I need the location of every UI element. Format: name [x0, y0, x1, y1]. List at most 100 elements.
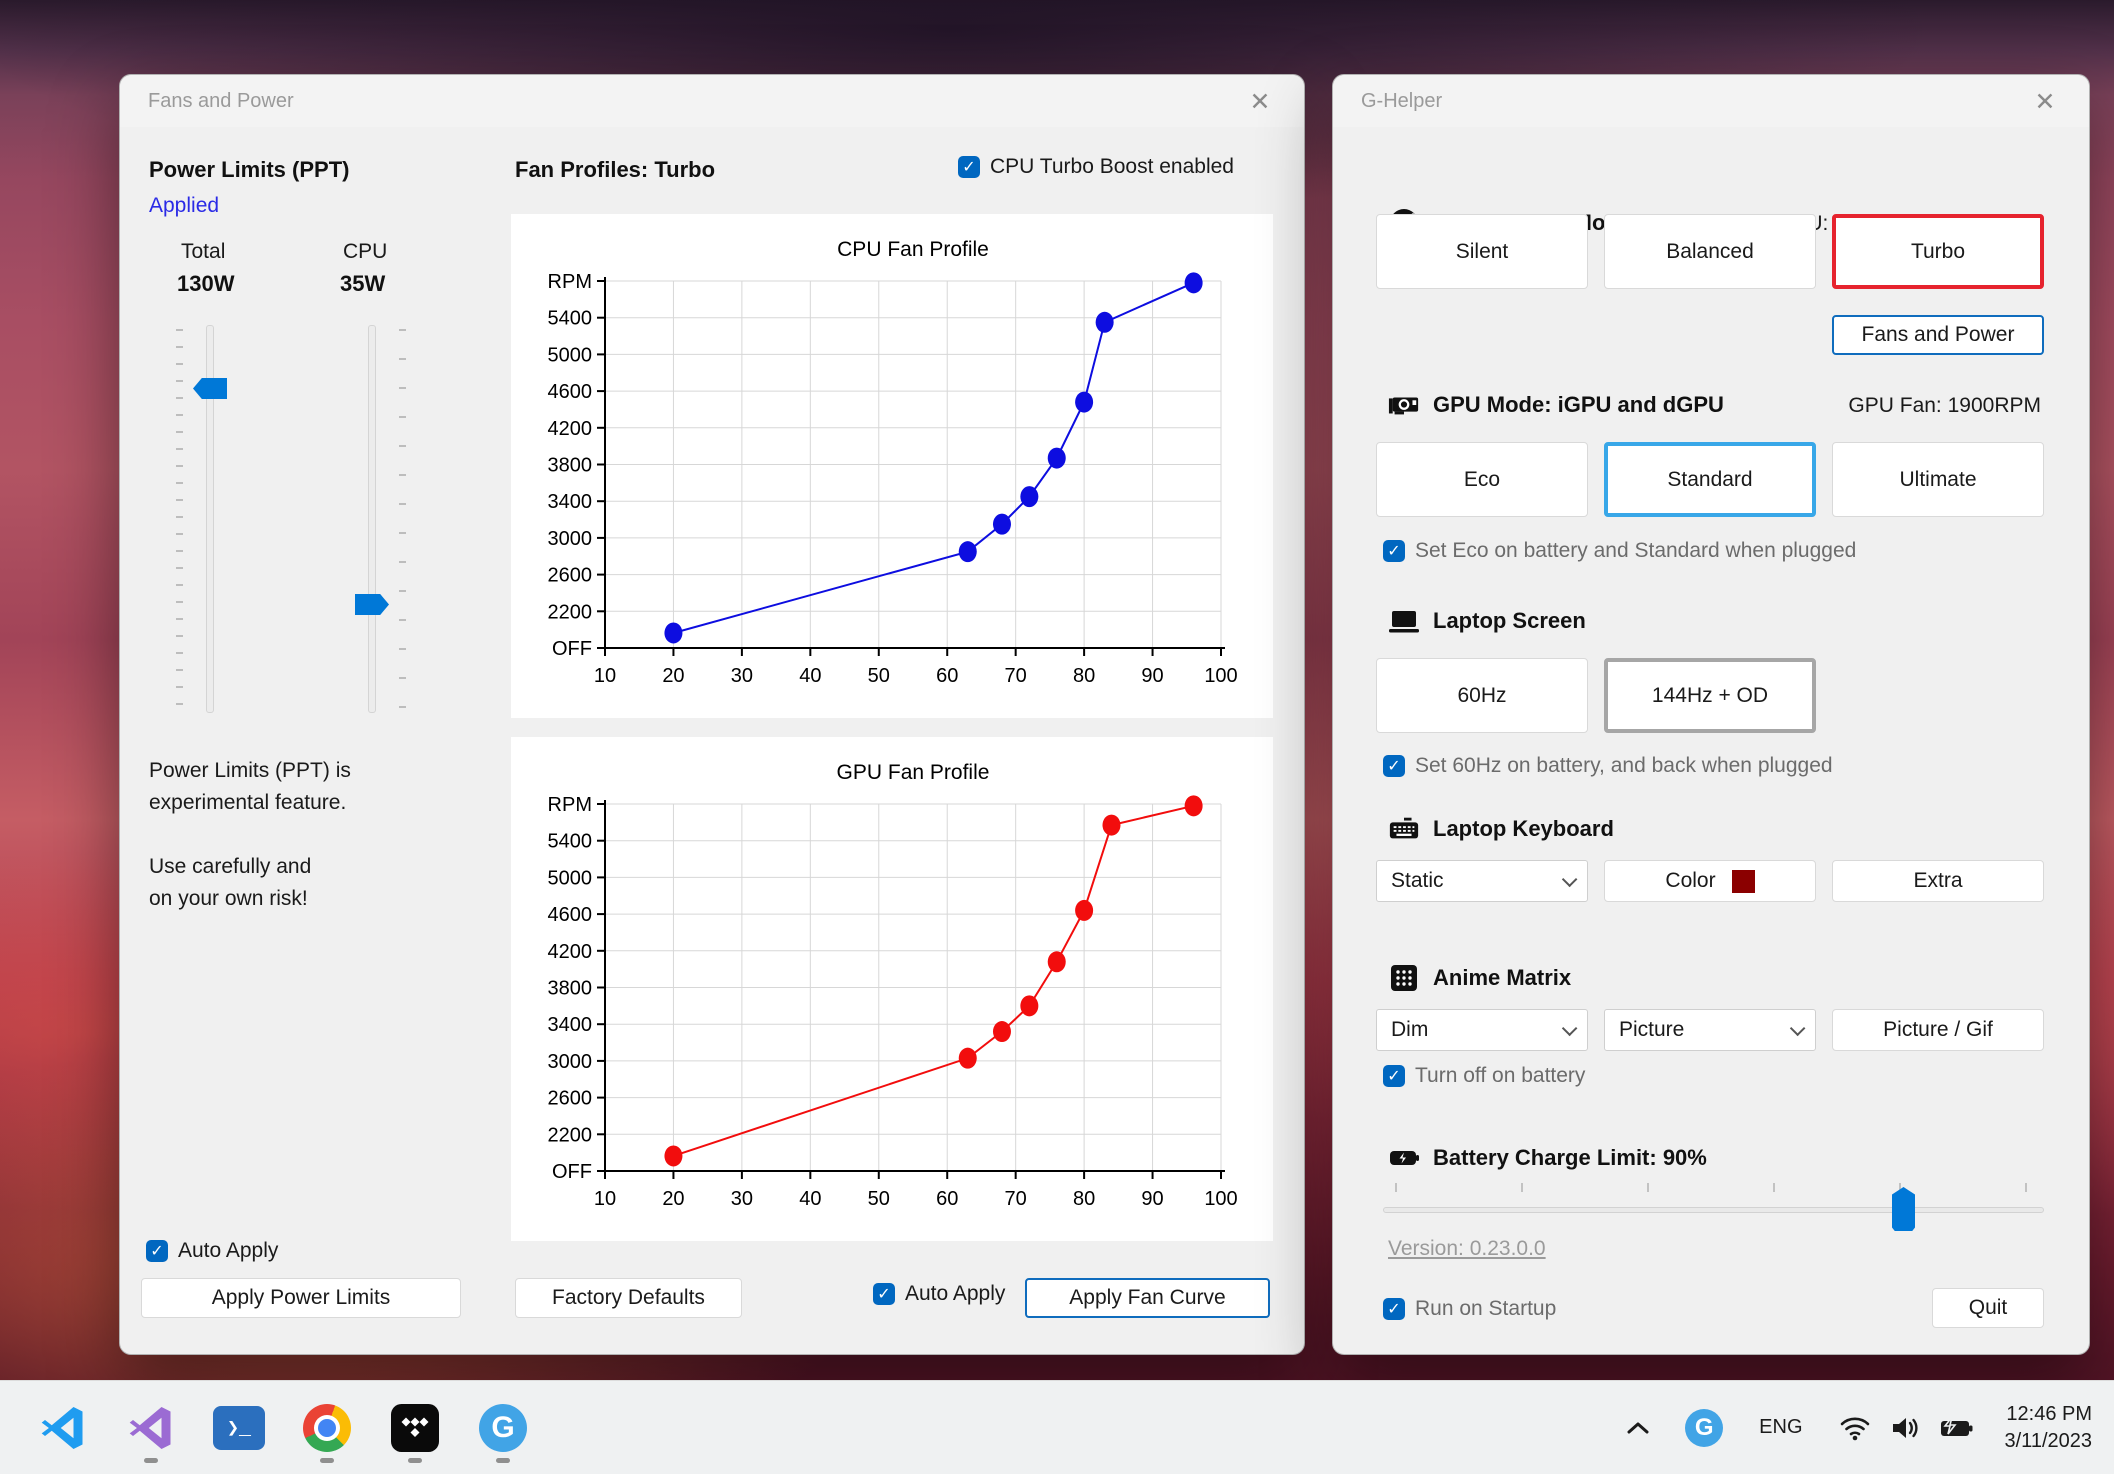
gpu-standard-button[interactable]: Standard: [1604, 442, 1816, 517]
mode-balanced-button[interactable]: Balanced: [1604, 214, 1816, 289]
anime-mode-dropdown[interactable]: Picture: [1604, 1009, 1816, 1051]
wifi-icon[interactable]: [1839, 1414, 1871, 1442]
run-on-startup-checkbox[interactable]: ✓: [1383, 1298, 1405, 1320]
chrome-icon[interactable]: [298, 1391, 356, 1465]
svg-text:30: 30: [731, 1188, 753, 1210]
fans-and-power-button[interactable]: Fans and Power: [1832, 315, 2044, 355]
quit-button[interactable]: Quit: [1932, 1288, 2044, 1328]
battery-limit-heading: Battery Charge Limit: 90%: [1433, 1145, 1707, 1170]
tidal-icon[interactable]: [386, 1391, 444, 1465]
fan-auto-apply-checkbox[interactable]: ✓: [873, 1283, 895, 1305]
run-on-startup-label: Run on Startup: [1415, 1297, 1557, 1320]
tray-chevron-up-icon[interactable]: [1625, 1419, 1651, 1437]
tray-clock[interactable]: 12:46 PM 3/11/2023: [2005, 1401, 2093, 1455]
svg-text:3000: 3000: [548, 1051, 593, 1073]
svg-text:2600: 2600: [548, 565, 593, 587]
vscode-icon[interactable]: [34, 1391, 92, 1465]
ghelper-titlebar[interactable]: G-Helper ✕: [1333, 75, 2089, 127]
version-link[interactable]: Version: 0.23.0.0: [1388, 1237, 1546, 1260]
power-limits-warning-1: Power Limits (PPT) is experimental featu…: [149, 759, 351, 814]
svg-text:GPU Fan Profile: GPU Fan Profile: [837, 761, 990, 784]
svg-text:2200: 2200: [548, 1124, 593, 1146]
anime-battery-label: Turn off on battery: [1415, 1064, 1586, 1087]
gpu-fan-curve-chart[interactable]: OFF 2200 2600 3000 3400 3800 4200 4600 5000 5400 R…: [511, 737, 1273, 1241]
factory-defaults-button[interactable]: Factory Defaults: [515, 1278, 742, 1318]
chevron-down-icon: [1561, 871, 1578, 887]
gpu-ultimate-button[interactable]: Ultimate: [1832, 442, 2044, 517]
fans-window-titlebar[interactable]: Fans and Power ✕: [120, 75, 1304, 127]
visual-studio-icon[interactable]: [122, 1391, 180, 1465]
battery-limit-header: Battery Charge Limit: 90%: [1388, 1142, 1707, 1174]
svg-text:40: 40: [799, 665, 821, 687]
gpu-eco-button[interactable]: Eco: [1376, 442, 1588, 517]
battery-slider-thumb[interactable]: [1892, 1187, 1915, 1231]
gpu-eco-auto-checkbox[interactable]: ✓: [1383, 540, 1405, 562]
svg-text:60: 60: [936, 1188, 958, 1210]
chevron-down-icon: [1789, 1020, 1806, 1036]
running-indicator: [408, 1457, 422, 1463]
power-auto-apply-checkbox[interactable]: ✓: [146, 1240, 168, 1262]
laptop-screen-icon: [1388, 605, 1420, 637]
fan-profiles-heading: Fan Profiles: Turbo: [515, 157, 716, 182]
anime-brightness-dropdown[interactable]: Dim: [1376, 1009, 1588, 1051]
anime-battery-row: ✓ Turn off on battery: [1383, 1064, 1585, 1088]
laptop-screen-heading: Laptop Screen: [1433, 608, 1586, 633]
fan-auto-apply-label: Auto Apply: [905, 1282, 1006, 1305]
g-helper-window: G-Helper ✕ Performance Mode CPU: 47°C - …: [1332, 74, 2090, 1355]
anime-battery-checkbox[interactable]: ✓: [1383, 1065, 1405, 1087]
mode-turbo-button[interactable]: Turbo: [1832, 214, 2044, 289]
cpu-power-slider[interactable]: [332, 325, 412, 713]
svg-text:3800: 3800: [548, 455, 593, 477]
svg-text:10: 10: [594, 1188, 616, 1210]
apply-power-limits-button[interactable]: Apply Power Limits: [141, 1278, 461, 1318]
close-icon[interactable]: ✕: [1249, 88, 1271, 116]
close-icon[interactable]: ✕: [2034, 88, 2056, 116]
keyboard-mode-dropdown[interactable]: Static: [1376, 860, 1588, 902]
gpu-eco-auto-row: ✓ Set Eco on battery and Standard when p…: [1383, 539, 1856, 563]
battery-charging-icon[interactable]: [1939, 1415, 1975, 1441]
total-slider-track[interactable]: [206, 325, 214, 713]
cpu-fan-curve-chart[interactable]: OFF 2200 2600 3000 3400 3800 4200 4600 5000 5400 R…: [511, 214, 1273, 718]
powershell-icon[interactable]: ❯_: [210, 1391, 268, 1465]
total-slider-thumb[interactable]: [193, 378, 227, 399]
g-helper-taskbar-icon[interactable]: G: [474, 1391, 532, 1465]
svg-text:4600: 4600: [548, 381, 593, 403]
cpu-slider-value: 35W: [340, 271, 386, 296]
keyboard-color-button[interactable]: Color: [1604, 860, 1816, 902]
volume-icon[interactable]: [1889, 1414, 1921, 1442]
svg-text:90: 90: [1141, 1188, 1163, 1210]
gpu-fan-status: GPU Fan: 1900RPM: [1848, 394, 2041, 417]
fans-and-power-window: Fans and Power ✕ Power Limits (PPT) Appl…: [119, 74, 1305, 1355]
g-helper-tray-icon[interactable]: G: [1685, 1408, 1724, 1447]
total-power-slider[interactable]: [170, 325, 250, 713]
turbo-boost-checkbox[interactable]: ✓: [958, 156, 980, 178]
power-auto-apply-row: ✓ Auto Apply: [146, 1239, 278, 1263]
battery-slider-track[interactable]: [1383, 1207, 2044, 1213]
anime-matrix-header: Anime Matrix: [1388, 962, 1571, 994]
anime-picture-gif-button[interactable]: Picture / Gif: [1832, 1009, 2044, 1051]
screen-auto-label: Set 60Hz on battery, and back when plugg…: [1415, 754, 1833, 777]
cpu-slider-ticks: [399, 329, 406, 709]
system-tray: G ENG 12:46 PM 3/11/2023: [1625, 1381, 2092, 1474]
power-auto-apply-label: Auto Apply: [178, 1239, 279, 1262]
svg-text:RPM: RPM: [548, 271, 592, 293]
tray-time: 12:46 PM: [2006, 1402, 2092, 1425]
mode-silent-button[interactable]: Silent: [1376, 214, 1588, 289]
screen-60hz-button[interactable]: 60Hz: [1376, 658, 1588, 733]
cpu-slider-track[interactable]: [368, 325, 376, 713]
slider-tick: [1395, 1183, 1397, 1192]
screen-auto-checkbox[interactable]: ✓: [1383, 755, 1405, 777]
cpu-slider-thumb[interactable]: [355, 594, 389, 615]
svg-text:OFF: OFF: [552, 1161, 592, 1183]
svg-text:3000: 3000: [548, 528, 593, 550]
svg-text:OFF: OFF: [552, 638, 592, 660]
fan-auto-apply-row: ✓ Auto Apply: [873, 1282, 1005, 1306]
keyboard-icon: [1388, 813, 1420, 845]
svg-text:5400: 5400: [548, 831, 593, 853]
chevron-down-icon: [1561, 1020, 1578, 1036]
battery-limit-slider[interactable]: [1383, 1183, 2044, 1231]
apply-fan-curve-button[interactable]: Apply Fan Curve: [1025, 1278, 1270, 1318]
keyboard-extra-button[interactable]: Extra: [1832, 860, 2044, 902]
tray-language[interactable]: ENG: [1759, 1416, 1803, 1438]
screen-144hz-button[interactable]: 144Hz + OD: [1604, 658, 1816, 733]
